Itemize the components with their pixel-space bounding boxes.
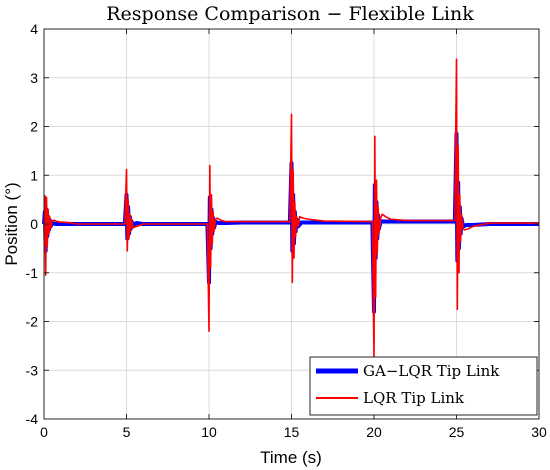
series-layer (42, 58, 539, 362)
legend-label-ga-lqr: GA−LQR Tip Link (363, 362, 500, 380)
ticks: 0 5 10 15 20 25 30 -4 -3 -2 -1 0 1 2 3 4 (26, 21, 547, 440)
legend-label-lqr: LQR Tip Link (363, 389, 465, 407)
y-tick-label: -4 (26, 411, 39, 427)
x-tick-label: 0 (40, 424, 48, 440)
y-axis-label: Position (°) (2, 182, 21, 265)
y-tick-label: -3 (26, 362, 39, 378)
y-tick-label: 2 (30, 119, 38, 135)
x-tick-label: 25 (449, 424, 465, 440)
x-tick-label: 30 (531, 424, 547, 440)
y-tick-label: 1 (30, 167, 38, 183)
y-tick-label: 3 (30, 70, 38, 86)
y-tick-label: -2 (26, 314, 39, 330)
x-tick-label: 20 (366, 424, 382, 440)
legend-box (309, 356, 538, 416)
chart-title: Response Comparison − Flexible Link (106, 3, 474, 25)
x-tick-label: 5 (123, 424, 131, 440)
y-tick-label: 0 (30, 216, 38, 232)
series-line-lqr (43, 58, 539, 362)
x-tick-label: 15 (284, 424, 300, 440)
y-tick-label: -1 (26, 265, 39, 281)
x-tick-label: 10 (201, 424, 217, 440)
legend: GA−LQR Tip Link LQR Tip Link (309, 356, 538, 416)
x-axis-label: Time (s) (260, 448, 322, 467)
y-tick-label: 4 (30, 21, 38, 37)
